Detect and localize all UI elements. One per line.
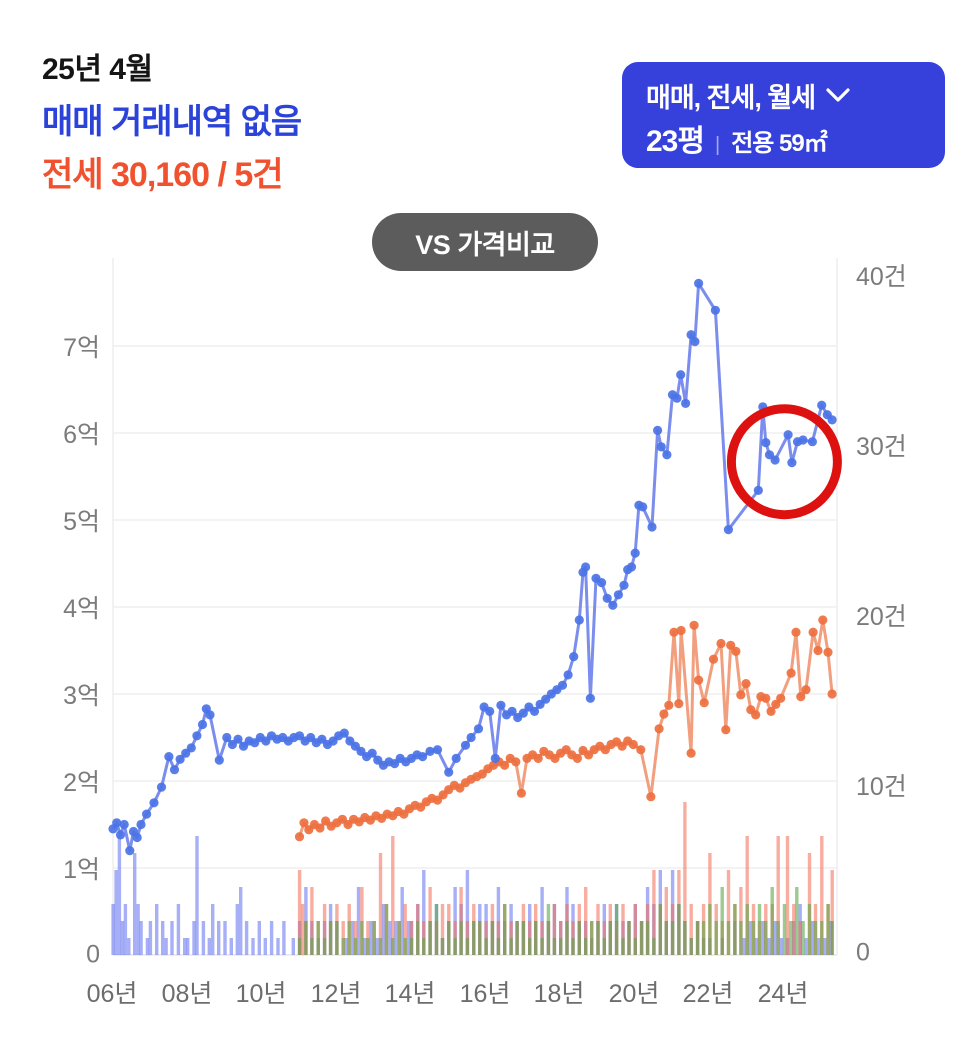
x-axis-label: 24년 [757,980,809,1008]
left-axis-label: 6억 [63,421,100,449]
x-axis-label: 14년 [384,980,436,1008]
chevron-down-icon [825,86,851,104]
divider: | [714,134,721,156]
date-label: 25년 4월 [42,53,153,86]
highlight-circle-annotation [726,404,842,520]
x-axis-label: 20년 [608,980,660,1008]
vs-badge-label: VS 가격비교 [415,229,555,260]
trade-type-label: 매매, 전세, 월세 [646,82,816,113]
x-axis-label: 16년 [459,980,511,1008]
x-axis-label: 10년 [235,980,287,1008]
x-axis-label: 22년 [682,980,734,1008]
right-axis-label: 0 [856,938,870,967]
left-axis-label: 2억 [63,769,100,797]
x-axis-label: 06년 [86,980,138,1008]
left-axis-label: 7억 [63,334,100,362]
line-매매가 [108,278,837,856]
bars-월세 거래량 [297,887,834,955]
pyeong-label: 23평 [646,125,705,158]
left-axis-label: 3억 [63,682,100,710]
sale-status-text: 매매 거래내역 없음 [42,103,302,141]
line-전세가 [294,615,837,842]
trade-type-row: 매매, 전세, 월세 [646,74,927,116]
left-axis-label: 0 [86,940,100,969]
right-axis-label: 40건 [856,263,907,291]
x-axis-label: 12년 [310,980,362,1008]
jeonse-status-text: 전세 30,160 / 5건 [42,156,284,194]
right-axis-label: 20건 [856,603,907,631]
right-axis-label: 10건 [856,773,907,801]
left-axis-label: 4억 [63,595,100,623]
left-axis-label: 5억 [63,508,100,536]
x-axis-label: 18년 [533,980,585,1008]
x-axis-label: 08년 [161,980,213,1008]
exclusive-area-label: 전용 59㎡ [731,130,828,157]
area-row: 23평 | 전용 59㎡ [646,116,927,160]
left-axis-label: 1억 [63,856,100,884]
trade-type-filter-button[interactable]: 매매, 전세, 월세 23평 | 전용 59㎡ [622,62,945,168]
vs-price-compare-badge[interactable]: VS 가격비교 [372,213,598,271]
right-axis-label: 30건 [856,433,907,461]
